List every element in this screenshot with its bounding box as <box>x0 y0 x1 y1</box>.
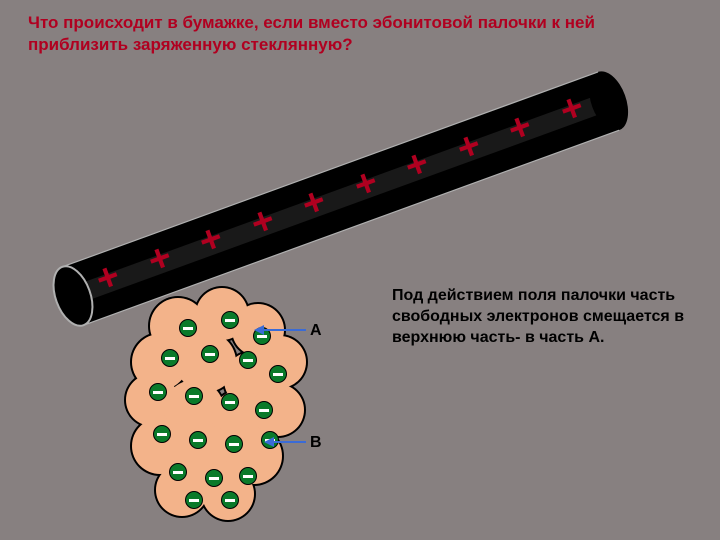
electron-icon <box>185 491 203 509</box>
electron-icon <box>149 383 167 401</box>
electron-icon <box>225 435 243 453</box>
electron-icon <box>201 345 219 363</box>
electron-icon <box>239 351 257 369</box>
electron-icon <box>185 387 203 405</box>
electron-icon <box>189 431 207 449</box>
paper-cloud <box>130 300 300 515</box>
electron-icon <box>169 463 187 481</box>
electron-icon <box>153 425 171 443</box>
electron-icon <box>179 319 197 337</box>
electron-icon <box>221 491 239 509</box>
electron-icon <box>205 469 223 487</box>
electron-icon <box>221 311 239 329</box>
label-A: А <box>310 322 322 340</box>
electron-icon <box>161 349 179 367</box>
label-B: В <box>310 434 322 452</box>
explanation-text: Под действием поля палочки часть свободн… <box>392 286 692 348</box>
electron-icon <box>269 365 287 383</box>
electron-icon <box>221 393 239 411</box>
electron-icon <box>255 401 273 419</box>
electron-icon <box>239 467 257 485</box>
